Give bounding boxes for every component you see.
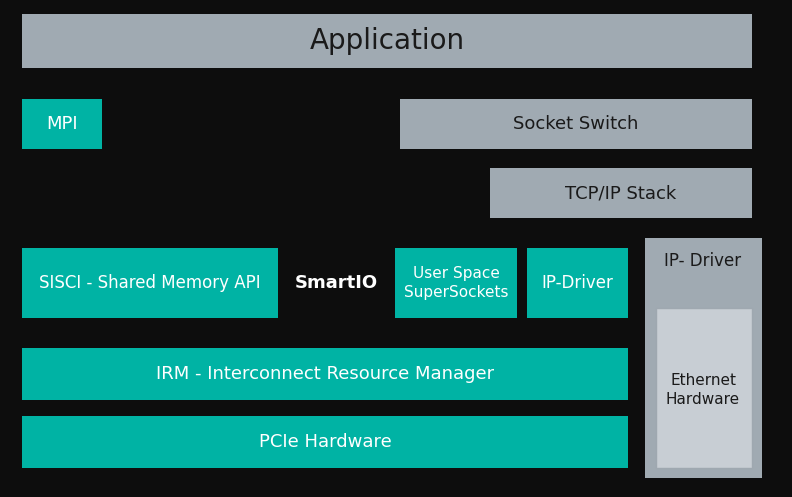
Text: IP-Driver: IP-Driver — [542, 274, 614, 292]
FancyBboxPatch shape — [22, 248, 278, 318]
FancyBboxPatch shape — [22, 416, 628, 468]
FancyBboxPatch shape — [656, 308, 752, 468]
Text: SISCI - Shared Memory API: SISCI - Shared Memory API — [39, 274, 261, 292]
Text: User Space
SuperSockets: User Space SuperSockets — [404, 266, 508, 300]
Text: Application: Application — [310, 27, 465, 55]
FancyBboxPatch shape — [395, 248, 517, 318]
FancyBboxPatch shape — [22, 99, 102, 149]
Text: SmartIO: SmartIO — [295, 274, 378, 292]
FancyBboxPatch shape — [527, 248, 628, 318]
Text: PCIe Hardware: PCIe Hardware — [259, 433, 391, 451]
FancyBboxPatch shape — [645, 238, 762, 478]
FancyBboxPatch shape — [400, 99, 752, 149]
Text: TCP/IP Stack: TCP/IP Stack — [565, 184, 676, 202]
Text: MPI: MPI — [46, 115, 78, 133]
Text: IP- Driver: IP- Driver — [664, 252, 741, 270]
FancyBboxPatch shape — [22, 348, 628, 400]
FancyBboxPatch shape — [490, 168, 752, 218]
Text: Socket Switch: Socket Switch — [513, 115, 638, 133]
Text: Ethernet
Hardware: Ethernet Hardware — [666, 373, 740, 407]
Text: IRM - Interconnect Resource Manager: IRM - Interconnect Resource Manager — [156, 365, 494, 383]
FancyBboxPatch shape — [22, 14, 752, 68]
